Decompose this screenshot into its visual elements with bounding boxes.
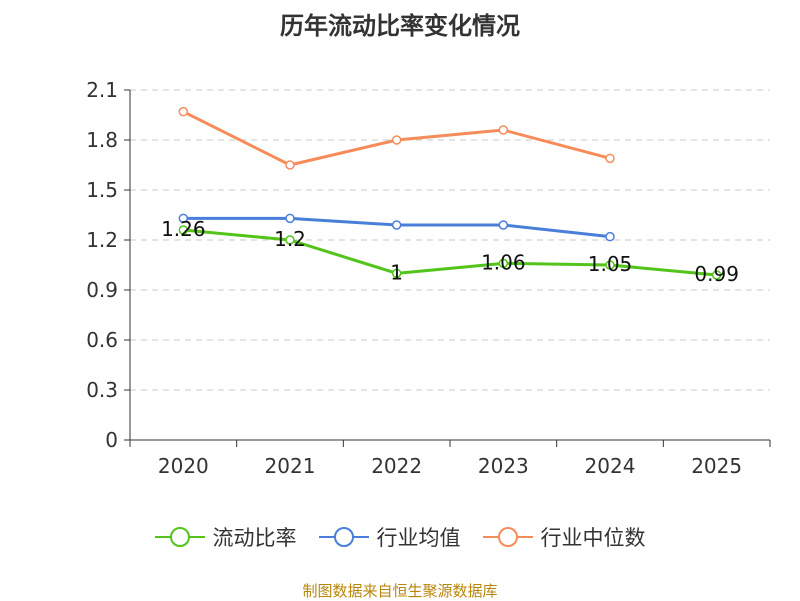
data-point-industry_median bbox=[391, 135, 402, 145]
x-tick-label: 2024 bbox=[585, 454, 636, 478]
x-tick-label: 2023 bbox=[478, 454, 529, 478]
data-point-industry_mean bbox=[178, 213, 189, 224]
data-label: 1.26 bbox=[161, 217, 206, 241]
series-line-current_ratio bbox=[183, 228, 717, 277]
source-note: 制图数据来自恒生聚源数据库 bbox=[302, 582, 498, 600]
legend: 流动比率 行业均值 行业中位数 bbox=[0, 522, 800, 552]
legend-item-current-ratio[interactable]: 流动比率 bbox=[154, 522, 297, 552]
data-label: 1.05 bbox=[588, 252, 633, 276]
legend-label: 行业均值 bbox=[376, 526, 461, 550]
y-tick-label: 0.6 bbox=[86, 328, 118, 352]
data-point-industry_mean bbox=[605, 231, 615, 242]
data-point-industry_mean bbox=[498, 220, 509, 230]
data-point-current_ratio bbox=[178, 225, 189, 235]
y-tick-label: 0.3 bbox=[86, 378, 118, 402]
chart-title: 历年流动比率变化情况 bbox=[280, 12, 520, 40]
y-tick-label: 1.8 bbox=[86, 128, 118, 152]
x-tick-label: 2020 bbox=[158, 454, 209, 478]
legend-item-industry-median[interactable]: 行业中位数 bbox=[482, 522, 646, 552]
legend-label: 流动比率 bbox=[212, 526, 297, 550]
legend-item-industry-mean[interactable]: 行业均值 bbox=[318, 522, 461, 552]
data-point-industry_median bbox=[605, 153, 615, 164]
data-point-industry_mean bbox=[391, 220, 402, 230]
data-point-current_ratio bbox=[498, 258, 509, 269]
y-tick-label: 1.2 bbox=[86, 228, 118, 252]
data-point-current_ratio bbox=[391, 268, 402, 279]
legend-label: 行业中位数 bbox=[540, 526, 646, 550]
data-point-industry_median bbox=[285, 160, 295, 170]
data-label: 1.06 bbox=[481, 250, 526, 274]
legend-line-circle-icon bbox=[154, 527, 205, 547]
data-point-current_ratio bbox=[605, 260, 615, 270]
x-tick-label: 2025 bbox=[691, 454, 742, 478]
legend-line-circle-icon bbox=[318, 527, 369, 547]
y-tick-label: 1.5 bbox=[86, 178, 118, 202]
data-point-industry_mean bbox=[285, 213, 295, 224]
data-point-industry_median bbox=[498, 125, 509, 135]
data-point-current_ratio bbox=[285, 235, 295, 245]
x-tick-label: 2021 bbox=[265, 454, 316, 478]
y-tick-label: 0 bbox=[105, 428, 118, 452]
y-tick-label: 0.9 bbox=[86, 278, 118, 302]
data-point-industry_median bbox=[178, 106, 189, 117]
data-label: 1.2 bbox=[274, 227, 306, 251]
data-label: 1 bbox=[390, 260, 403, 284]
data-label: 0.99 bbox=[694, 262, 739, 286]
y-tick-label: 2.1 bbox=[86, 78, 118, 102]
x-tick-label: 2022 bbox=[371, 454, 422, 478]
legend-line-circle-icon bbox=[482, 527, 533, 547]
data-point-current_ratio bbox=[711, 270, 722, 280]
